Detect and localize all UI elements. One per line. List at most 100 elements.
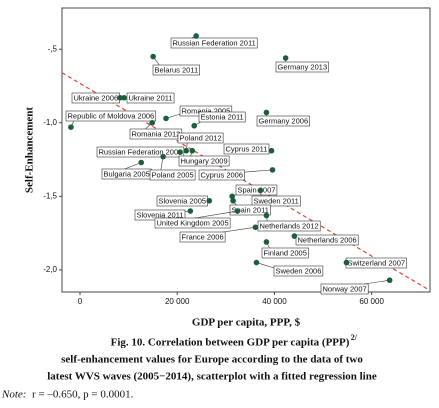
point [117,94,123,101]
point-label: Sweden 2006 [276,266,322,275]
label-box [251,195,301,207]
point-label: Sweden 2011 [254,196,299,205]
label-box [261,247,309,259]
y-tick-label: -1,5 [43,191,57,200]
x-tick-label: 0 [78,297,83,306]
label-box [154,217,231,229]
plot-frame [61,7,431,293]
point-label: Republic of Moldova 2006 [68,111,155,120]
label-box [177,132,224,144]
point-label: Belarus 2011 [155,65,199,74]
point [138,159,145,166]
point [121,94,127,101]
point-label: United Kingdom 2005 [157,218,229,227]
point [282,55,289,61]
caption: self-enhancement values for Europe accor… [61,354,363,366]
label-box [198,169,245,181]
point-label: Ukraine 2011 [129,93,173,102]
label-box [275,61,329,73]
point [149,119,155,126]
point [183,147,190,154]
x-tick-label: 40 000 [262,297,287,306]
y-tick-label: -,5 [48,44,58,53]
point-label: Russian Federation 2006 [99,147,183,156]
label-box [256,115,310,127]
caption: Fig. 10. Correlation between GDP per cap… [111,337,350,349]
label-box [65,110,157,122]
x-axis-label: GDP per capita, PPP, $ [192,317,301,329]
point-label: France 2006 [182,232,224,241]
point [252,224,259,231]
label-box [273,265,324,277]
regression-line [61,72,431,292]
note-label: Note: [1,389,26,401]
y-tick-label: -1,0 [43,118,57,127]
label-box [126,92,175,104]
point-label: Spain 2007 [238,185,276,194]
label-box [179,231,226,243]
point-label: Finland 2005 [264,248,307,257]
y-tick-label: -2,0 [43,265,57,274]
point [253,259,260,266]
caption-superscript: 2/ [351,333,358,342]
point [269,167,276,173]
point [229,193,235,200]
point [230,197,236,204]
point [177,149,183,156]
point-label: Estonia 2011 [201,112,244,121]
point-label: Romania 2012 [132,129,181,138]
x-tick-label: 60 000 [359,297,384,306]
point [343,259,350,266]
label-box [223,143,270,155]
label-box [295,234,359,246]
point-label: Netherlands 2006 [298,235,357,244]
point-label: Cyprus 2011 [226,144,268,153]
label-box [152,64,200,76]
point-label: Ukraine 2006 [74,93,119,102]
point-label: Netherlands 2012 [260,221,319,230]
point-label: Hungary 2009 [181,156,228,165]
label-box [178,155,230,167]
label-box [96,146,185,158]
point [189,147,196,154]
point-label: Cyprus 2006 [201,170,244,179]
point-label: Poland 2005 [152,170,194,179]
point-label: Germany 2006 [259,116,309,125]
point [386,277,393,284]
point-label: Norway 2007 [323,284,367,293]
point [150,53,156,60]
point-label: Slovenia 2005 [159,196,207,205]
point [257,187,264,194]
point [191,122,198,129]
label-box [198,111,246,123]
point-label: Russian Federation 2011 [173,38,256,47]
note: r = –0.650, p = 0.0001. [32,389,134,401]
label-box [257,220,321,232]
label-box [320,283,369,295]
point-label: Poland 2012 [180,133,222,142]
point [160,153,166,160]
point [263,239,270,245]
label-box [149,169,196,181]
point-label: Romania 2005 [182,106,231,115]
point-label: Bulgaria 2005 [104,169,150,178]
point-label: Switzerland 2007 [348,258,406,267]
point-label: Spain 2011 [232,205,269,214]
point-label: Germany 2013 [278,62,328,71]
point [291,233,298,239]
y-axis-label: Self-Enhancement [24,107,36,194]
point [163,115,169,122]
label-box [170,37,258,49]
point [193,33,199,39]
point [234,208,241,214]
point [206,197,213,204]
caption: latest WVS waves (2005−2014), scatterplo… [47,371,377,383]
point [68,124,74,130]
point [268,147,275,154]
point [263,109,270,116]
point [263,212,270,219]
point-label: Slovenia 2011 [137,210,184,219]
x-tick-label: 20 000 [165,297,190,306]
label-box [229,204,271,216]
